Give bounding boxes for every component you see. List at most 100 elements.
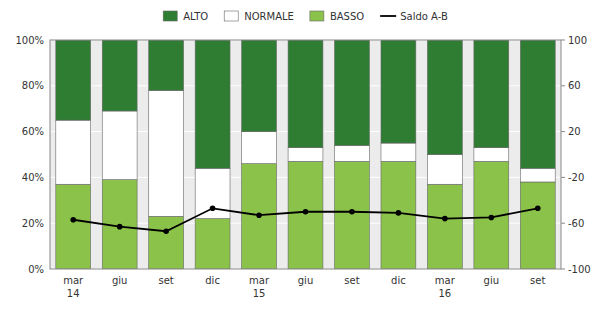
- axes: 0% 20% 40% 60% 80% 100% -100 -60 -20 20 60 100 mar 14…: [15, 35, 590, 299]
- bar-segment: [195, 168, 230, 218]
- line-marker: [70, 217, 76, 223]
- bar-segment: [102, 40, 137, 111]
- legend-swatch: [380, 15, 396, 17]
- x-tick-label-line: set: [158, 275, 173, 286]
- x-tick-label-line: giu: [298, 275, 313, 286]
- x-tick-label: mar 16: [435, 275, 456, 299]
- grid: [50, 40, 561, 269]
- bar-segment: [427, 184, 462, 269]
- line-marker: [210, 206, 216, 212]
- x-tick-label-line: giu: [112, 275, 127, 286]
- chart-container: 0% 20% 40% 60% 80% 100% -100 -60 -20 20 60 100 mar 14…: [0, 0, 607, 315]
- x-tick-label: dic: [205, 275, 220, 286]
- bar-segment: [149, 40, 184, 90]
- y2-tick: [561, 85, 565, 86]
- x-tick-label-line: mar: [435, 275, 456, 286]
- bar-segment: [381, 40, 416, 143]
- x-tick-label-line: dic: [205, 275, 220, 286]
- y-tick-label: 20%: [22, 218, 44, 229]
- y2-tick: [561, 269, 565, 270]
- bar-segment: [520, 40, 555, 168]
- line-marker: [256, 212, 262, 218]
- legend-label: NORMALE: [244, 11, 294, 22]
- plot-background: [50, 40, 561, 269]
- legend-label: BASSO: [330, 11, 364, 22]
- y2-tick-label: -60: [568, 218, 584, 229]
- y2-tick-label: -100: [568, 264, 591, 275]
- y-tick-label: 80%: [22, 80, 44, 91]
- legend-swatch: [163, 11, 177, 21]
- bar-segment: [242, 40, 277, 132]
- x-tick-label-line: dic: [391, 275, 406, 286]
- bar-segment: [520, 168, 555, 182]
- x-tick-label-line: mar: [63, 275, 84, 286]
- bar-segment: [520, 182, 555, 269]
- bar-segment: [427, 155, 462, 185]
- y-tick-label: 60%: [22, 126, 44, 137]
- bar-segment: [335, 145, 370, 161]
- bar-segment: [474, 148, 509, 162]
- legend-item: Saldo A-B: [380, 11, 448, 22]
- bar-segment: [381, 143, 416, 161]
- y2-tick-label: 20: [568, 126, 581, 137]
- x-tick-label-line: 14: [67, 288, 80, 299]
- x-tick-label-line: giu: [484, 275, 499, 286]
- bar-segment: [242, 132, 277, 164]
- x-tick-label-line: mar: [249, 275, 270, 286]
- y2-tick: [561, 40, 565, 41]
- line-marker: [117, 224, 123, 230]
- plot-frame: [50, 40, 561, 269]
- bar-segment: [288, 40, 323, 148]
- bar-segment: [195, 219, 230, 269]
- bar-segment: [56, 120, 91, 184]
- bar-segment: [149, 90, 184, 216]
- line-marker: [442, 216, 448, 222]
- bar-segment: [102, 111, 137, 180]
- y-tick-label: 40%: [22, 172, 44, 183]
- legend-label: ALTO: [183, 11, 208, 22]
- line: [73, 208, 538, 231]
- x-tick-label-line: set: [530, 275, 545, 286]
- x-tick-label: set: [530, 275, 545, 286]
- bar-segment: [335, 40, 370, 145]
- line-marker: [489, 215, 495, 221]
- y2-tick-label: -20: [568, 172, 584, 183]
- legend-label: Saldo A-B: [400, 11, 448, 22]
- legend: ALTO NORMALE BASSO Saldo A-B: [163, 11, 448, 22]
- y2-tick: [561, 131, 565, 132]
- x-tick-label-line: 15: [253, 288, 266, 299]
- y2-tick-label: 100: [568, 35, 587, 46]
- legend-swatch: [224, 11, 238, 21]
- bar-segment: [56, 40, 91, 120]
- legend-swatch: [310, 11, 324, 21]
- legend-item: NORMALE: [224, 11, 294, 22]
- line-marker: [303, 209, 309, 215]
- x-tick-label: dic: [391, 275, 406, 286]
- line-marker: [535, 206, 541, 212]
- legend-item: ALTO: [163, 11, 208, 22]
- bar-segment: [288, 148, 323, 162]
- x-tick-label: giu: [112, 275, 127, 286]
- x-tick-label: mar 15: [249, 275, 270, 299]
- y2-tick: [561, 223, 565, 224]
- bar-segment: [195, 40, 230, 168]
- bar-segment: [56, 184, 91, 269]
- y-tick-label: 0%: [28, 264, 44, 275]
- x-tick-label: giu: [298, 275, 313, 286]
- y2-tick: [561, 177, 565, 178]
- y-tick-label: 100%: [15, 35, 44, 46]
- bar-segment: [427, 40, 462, 155]
- chart-svg: 0% 20% 40% 60% 80% 100% -100 -60 -20 20 60 100 mar 14…: [0, 0, 607, 315]
- x-tick-label: giu: [484, 275, 499, 286]
- x-tick-label-line: set: [344, 275, 359, 286]
- x-tick-label-line: 16: [438, 288, 451, 299]
- line-marker: [163, 228, 169, 234]
- bar-segment: [242, 164, 277, 269]
- x-tick-label: mar 14: [63, 275, 84, 299]
- x-tick-label: set: [344, 275, 359, 286]
- line-marker: [396, 210, 402, 216]
- y2-tick-label: 60: [568, 80, 581, 91]
- line-marker: [349, 209, 355, 215]
- x-tick-label: set: [158, 275, 173, 286]
- bar-segment: [474, 40, 509, 148]
